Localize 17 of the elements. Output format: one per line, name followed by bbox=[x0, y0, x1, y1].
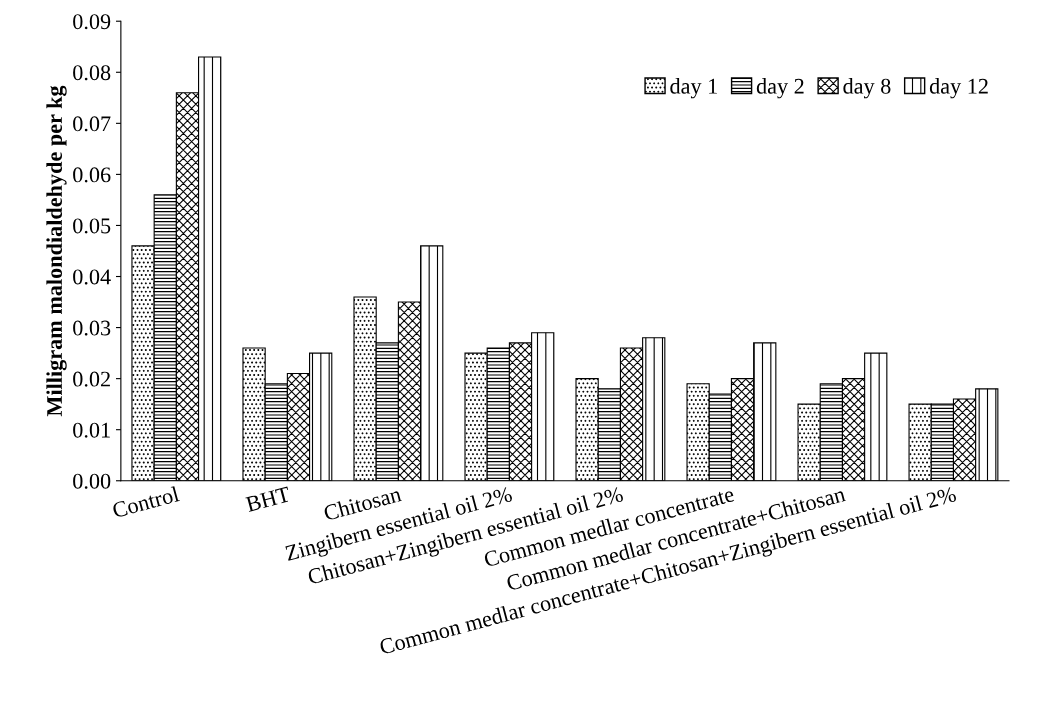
y-tick-label: 0.02 bbox=[73, 371, 110, 387]
y-tick-label: 0.09 bbox=[73, 14, 111, 30]
x-tick-label: Control bbox=[111, 485, 180, 519]
legend-label: day 2 bbox=[756, 78, 804, 99]
y-tick-label: 0.03 bbox=[73, 320, 111, 336]
y-tick-label: 0.07 bbox=[73, 116, 111, 132]
y-tick-label: 0.00 bbox=[73, 473, 111, 489]
y-tick-label: 0.01 bbox=[73, 422, 110, 438]
legend-label: day 12 bbox=[929, 78, 988, 99]
legend-label: day 8 bbox=[843, 78, 891, 99]
y-tick-label: 0.08 bbox=[73, 65, 111, 81]
y-tick-label: 0.04 bbox=[73, 269, 111, 285]
y-tick-label: 0.05 bbox=[73, 218, 111, 234]
y-tick-label: 0.06 bbox=[73, 167, 111, 183]
legend-label: day 1 bbox=[670, 78, 717, 99]
x-tick-label: BHT bbox=[245, 486, 292, 512]
y-axis-title: Milligram malondialdehyde per kg bbox=[46, 85, 67, 417]
